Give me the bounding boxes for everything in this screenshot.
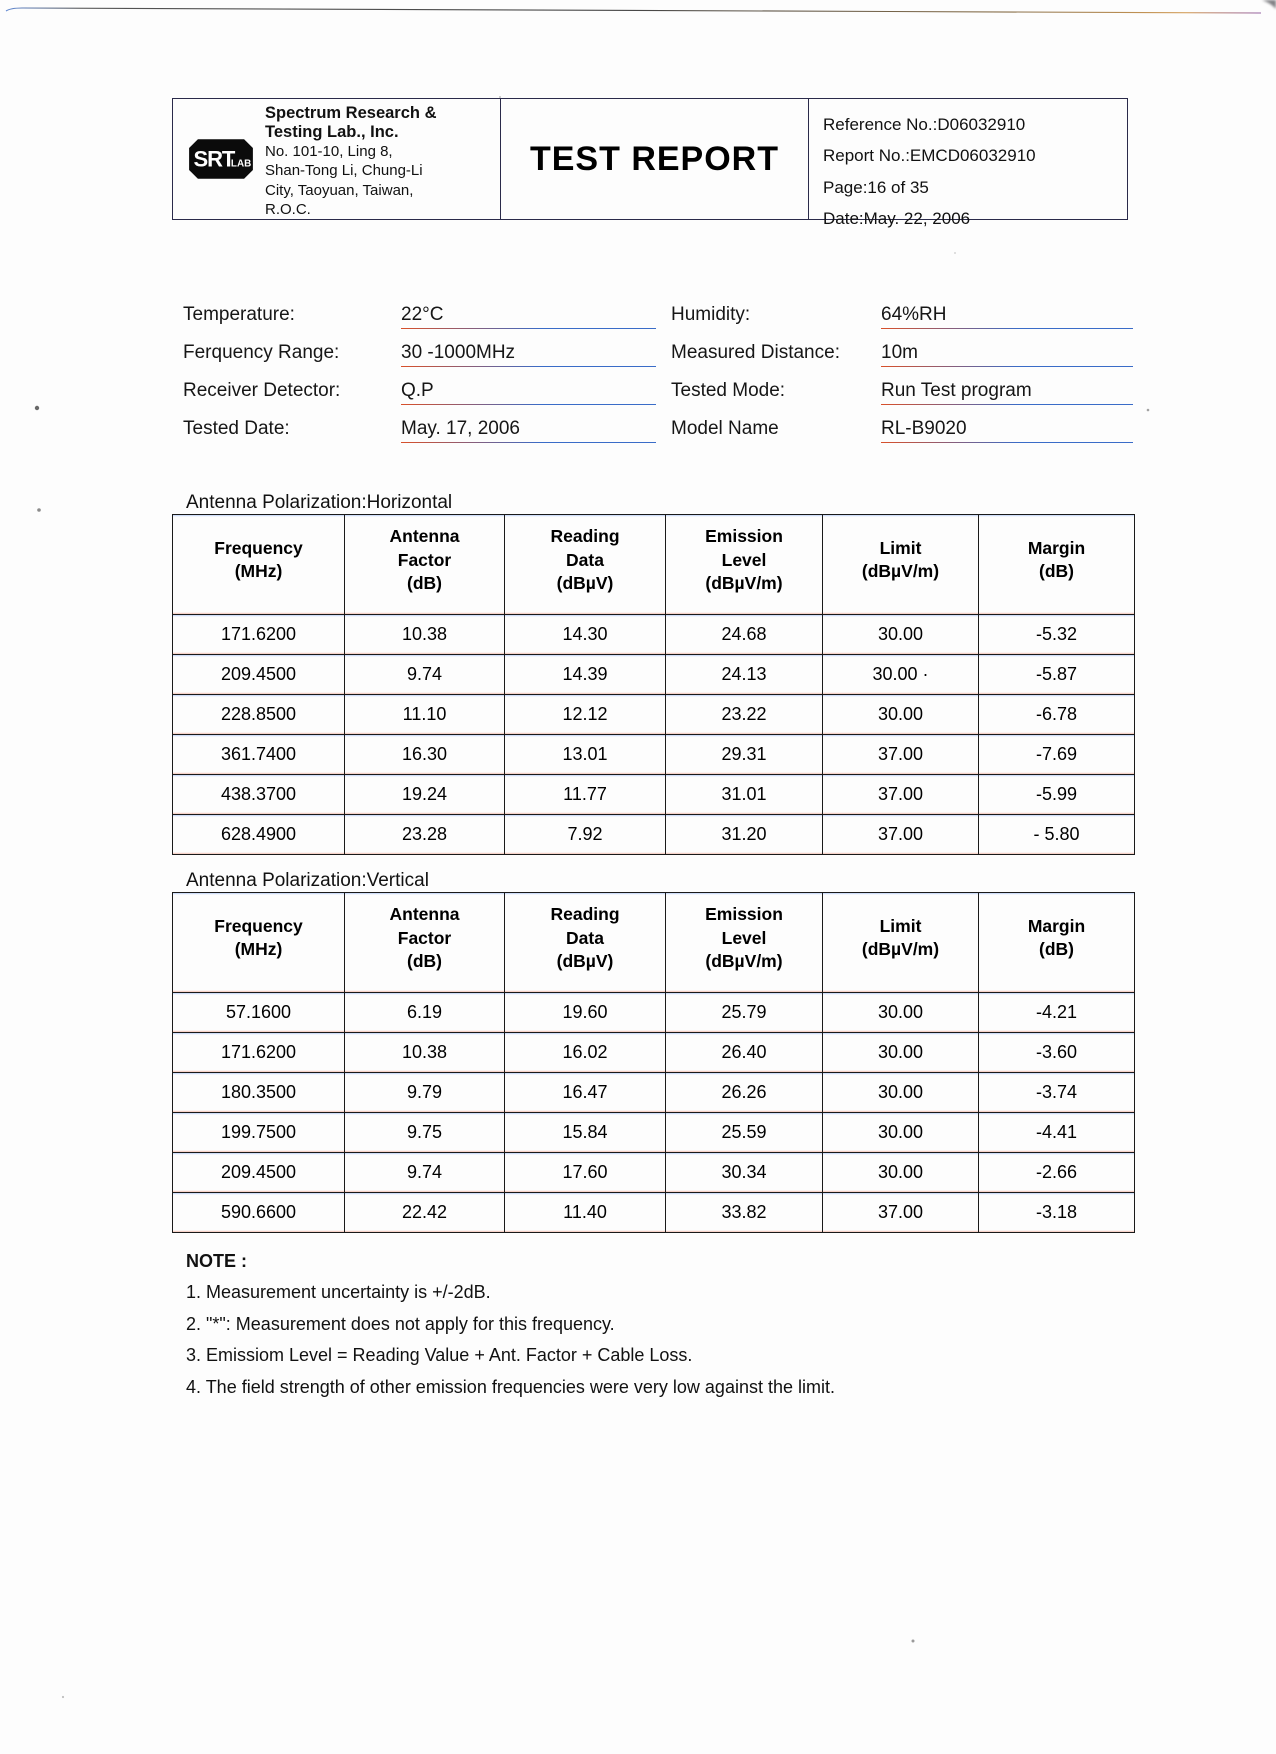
svg-text:SRT: SRT (194, 147, 236, 172)
svg-text:LAB: LAB (231, 159, 251, 170)
